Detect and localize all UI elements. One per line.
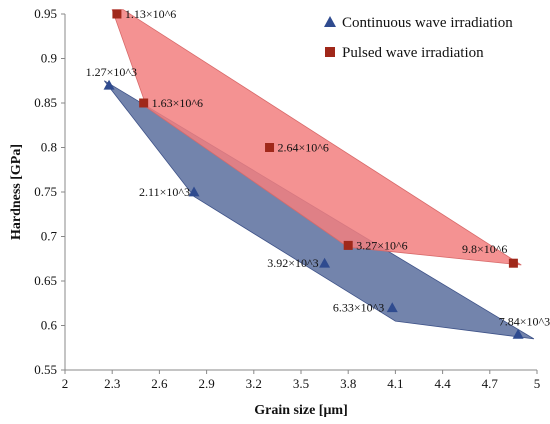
x-tick-label: 2: [62, 376, 69, 391]
x-tick-label: 4.1: [387, 376, 403, 391]
legend: Continuous wave irradiation Pulsed wave i…: [324, 15, 513, 61]
legend-triangle-icon: [324, 16, 336, 27]
y-tick-label: 0.6: [41, 318, 58, 333]
pulsed-wave-marker: [343, 240, 353, 250]
x-tick-label: 4.4: [434, 376, 451, 391]
y-tick-label: 0.55: [34, 362, 57, 377]
y-tick-label: 0.75: [34, 184, 57, 199]
continuous-wave-marker: [319, 257, 331, 268]
legend-square-icon: [325, 47, 335, 57]
pulsed-wave-data-label: 9.8×10^6: [462, 242, 507, 256]
data-markers: [103, 9, 524, 339]
pulsed-wave-marker: [265, 143, 275, 152]
y-tick-label: 0.7: [41, 229, 58, 244]
pulsed-wave-data-label: 3.27×10^6: [356, 238, 407, 252]
y-tick-label: 0.95: [34, 6, 57, 21]
x-tick-label: 2.3: [104, 376, 120, 391]
y-tick-label: 0.8: [41, 140, 57, 155]
x-axis-title: Grain size [μm]: [254, 403, 347, 418]
continuous-wave-marker: [103, 79, 115, 90]
axes: 2 2.3 2.6 2.9 3.2 3.5 3.8 4.1 4.4 4.7 5 0.55 0.6 0.65…: [9, 6, 540, 418]
legend-label-continuous: Continuous wave irradiation: [342, 15, 513, 31]
pulsed-wave-data-label: 2.64×10^6: [278, 141, 329, 155]
x-tick-label: 3.8: [340, 376, 356, 391]
legend-label-pulsed: Pulsed wave irradiation: [342, 45, 484, 61]
y-axis-title: Hardness [GPa]: [9, 144, 24, 240]
pulsed-wave-marker: [112, 9, 122, 19]
continuous-wave-marker: [512, 328, 524, 339]
continuous-wave-marker: [188, 186, 200, 197]
continuous-wave-data-label: 3.92×10^3: [267, 256, 318, 270]
x-tick-label: 3.5: [293, 376, 309, 391]
y-tick-label: 0.9: [41, 51, 57, 66]
continuous-wave-data-label: 7.84×10^3: [499, 314, 550, 328]
x-tick-label: 3.2: [246, 376, 262, 391]
continuous-wave-data-label: 6.33×10^3: [333, 301, 384, 315]
continuous-wave-data-label: 1.27×10^3: [86, 65, 137, 79]
pulsed-wave-data-label: 1.63×10^6: [152, 96, 203, 110]
x-tick-label: 2.9: [198, 376, 214, 391]
continuous-wave-marker: [386, 302, 398, 313]
data-labels: 1.27×10^3 2.11×10^3 3.92×10^3 6.33×10^3 7.84…: [86, 7, 550, 328]
x-tick-label: 4.7: [482, 376, 499, 391]
pulsed-wave-data-label: 1.13×10^6: [125, 7, 176, 21]
y-tick-label: 0.65: [34, 273, 57, 288]
y-tick-label: 0.85: [34, 95, 57, 110]
pulsed-wave-marker: [508, 258, 518, 268]
shaded-regions: [103, 9, 535, 340]
continuous-wave-data-label: 2.11×10^3: [139, 185, 190, 199]
x-tick-label: 2.6: [151, 376, 168, 391]
x-tick-label: 5: [534, 376, 541, 391]
pulsed-wave-marker: [139, 98, 149, 108]
